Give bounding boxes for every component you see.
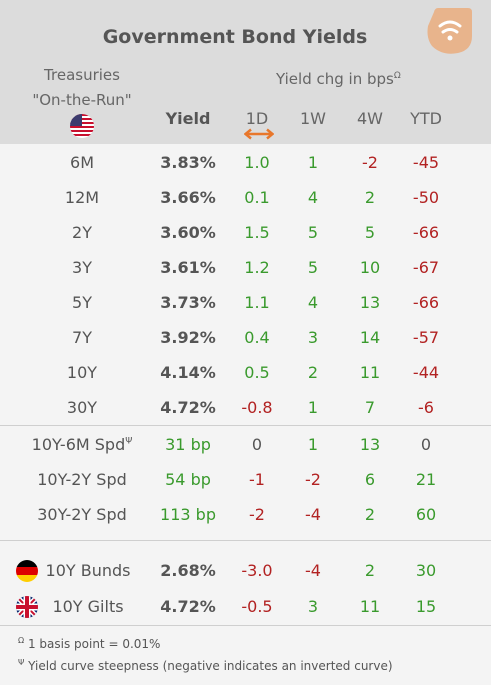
change-ytd-value: -66: [412, 223, 440, 242]
yield-value: 4.72%: [160, 398, 216, 417]
yield-value: 3.83%: [160, 153, 216, 172]
change-ytd-value: -57: [412, 328, 440, 347]
logo-icon: [427, 8, 472, 54]
change-w1-value: -4: [305, 505, 321, 524]
page-title: Government Bond Yields: [102, 26, 368, 48]
yield-value: 4.14%: [160, 363, 216, 382]
change-w4-value: 2: [364, 505, 376, 524]
yield-value: 2.68%: [160, 561, 216, 580]
col-4w-header[interactable]: 4W: [357, 109, 383, 128]
change-w4-value: 10: [359, 258, 381, 277]
yield-value: 4.72%: [160, 597, 216, 616]
treasuries-label: Treasuries: [44, 66, 120, 84]
change-ytd-value: 30: [415, 561, 437, 580]
yield-column-header: Yield: [165, 109, 211, 128]
change-w4-value: 13: [359, 435, 381, 454]
row-label: 30Y: [66, 398, 98, 417]
change-d1-value: 0: [251, 435, 263, 454]
row-label: 10Y Gilts: [52, 597, 124, 616]
change-w1-value: -4: [305, 561, 321, 580]
change-w1-value: 4: [307, 188, 319, 207]
change-w1-value: 1: [307, 153, 319, 172]
col-ytd-header[interactable]: YTD: [410, 109, 442, 128]
uk-flag-icon: [16, 596, 38, 618]
change-w1-value: 5: [307, 223, 319, 242]
change-d1-value: 1.2: [244, 258, 270, 277]
change-ytd-value: 15: [415, 597, 437, 616]
row-label: 30Y-2Y Spd: [37, 505, 127, 524]
on-the-run-label: "On-the-Run": [32, 91, 132, 109]
yield-value: 3.60%: [160, 223, 216, 242]
change-w1-value: 1: [307, 435, 319, 454]
change-d1-value: -0.5: [241, 597, 273, 616]
row-label: 6M: [70, 153, 94, 172]
footnote-basis-point: Ω 1 basis point = 0.01%: [18, 636, 161, 651]
change-d1-value: 0.5: [244, 363, 270, 382]
divider: [0, 625, 491, 626]
row-label: 10Y: [66, 363, 98, 382]
yield-value: 3.73%: [160, 293, 216, 312]
change-w4-value: 7: [364, 398, 376, 417]
yield-value: 3.66%: [160, 188, 216, 207]
col-1d-header[interactable]: 1D: [245, 109, 269, 128]
change-ytd-value: 21: [415, 470, 437, 489]
change-w4-value: 14: [359, 328, 381, 347]
change-w4-value: 13: [359, 293, 381, 312]
footnote-curve-steepness: Ψ Yield curve steepness (negative indica…: [18, 658, 393, 673]
change-w4-value: -2: [362, 153, 378, 172]
row-label: 10Y-2Y Spd: [37, 470, 127, 489]
yield-value: 113 bp: [160, 505, 216, 524]
change-d1-value: -0.8: [241, 398, 273, 417]
row-label: 5Y: [72, 293, 92, 312]
change-w1-value: 5: [307, 258, 319, 277]
yield-value: 54 bp: [165, 470, 211, 489]
change-w4-value: 2: [364, 188, 376, 207]
change-d1-value: 1.0: [244, 153, 270, 172]
change-d1-value: -1: [249, 470, 265, 489]
change-ytd-value: -44: [412, 363, 440, 382]
sort-arrow-icon[interactable]: [244, 128, 274, 140]
yield-value: 31 bp: [165, 435, 211, 454]
change-d1-value: 1.1: [244, 293, 270, 312]
change-ytd-value: -67: [412, 258, 440, 277]
change-w4-value: 6: [364, 470, 376, 489]
change-w1-value: 3: [307, 597, 319, 616]
change-d1-value: -2: [249, 505, 265, 524]
row-label: 10Y-6M SpdΨ: [31, 435, 133, 454]
change-w1-value: -2: [305, 470, 321, 489]
change-d1-value: -3.0: [241, 561, 273, 580]
row-label: 7Y: [72, 328, 92, 347]
germany-flag-icon: [16, 560, 38, 582]
yield-value: 3.61%: [160, 258, 216, 277]
divider: [0, 540, 491, 541]
change-ytd-value: -50: [412, 188, 440, 207]
change-w4-value: 2: [364, 561, 376, 580]
yield-value: 3.92%: [160, 328, 216, 347]
row-label: 10Y Bunds: [45, 561, 131, 580]
us-flag-icon: [70, 114, 94, 138]
change-d1-value: 0.4: [244, 328, 270, 347]
row-label: 12M: [64, 188, 100, 207]
row-label: 3Y: [72, 258, 92, 277]
change-w4-value: 11: [359, 363, 381, 382]
change-d1-value: 1.5: [244, 223, 270, 242]
col-1w-header[interactable]: 1W: [300, 109, 326, 128]
change-w1-value: 1: [307, 398, 319, 417]
change-w4-value: 5: [364, 223, 376, 242]
change-ytd-value: 60: [415, 505, 437, 524]
yield-change-group-label: Yield chg in bpsΩ: [276, 70, 401, 88]
change-d1-value: 0.1: [244, 188, 270, 207]
change-ytd-value: -66: [412, 293, 440, 312]
row-label: 2Y: [72, 223, 92, 242]
change-ytd-value: 0: [420, 435, 432, 454]
change-w1-value: 4: [307, 293, 319, 312]
change-w1-value: 2: [307, 363, 319, 382]
change-w1-value: 3: [307, 328, 319, 347]
change-ytd-value: -45: [412, 153, 440, 172]
change-w4-value: 11: [359, 597, 381, 616]
divider: [0, 425, 491, 426]
change-ytd-value: -6: [418, 398, 434, 417]
